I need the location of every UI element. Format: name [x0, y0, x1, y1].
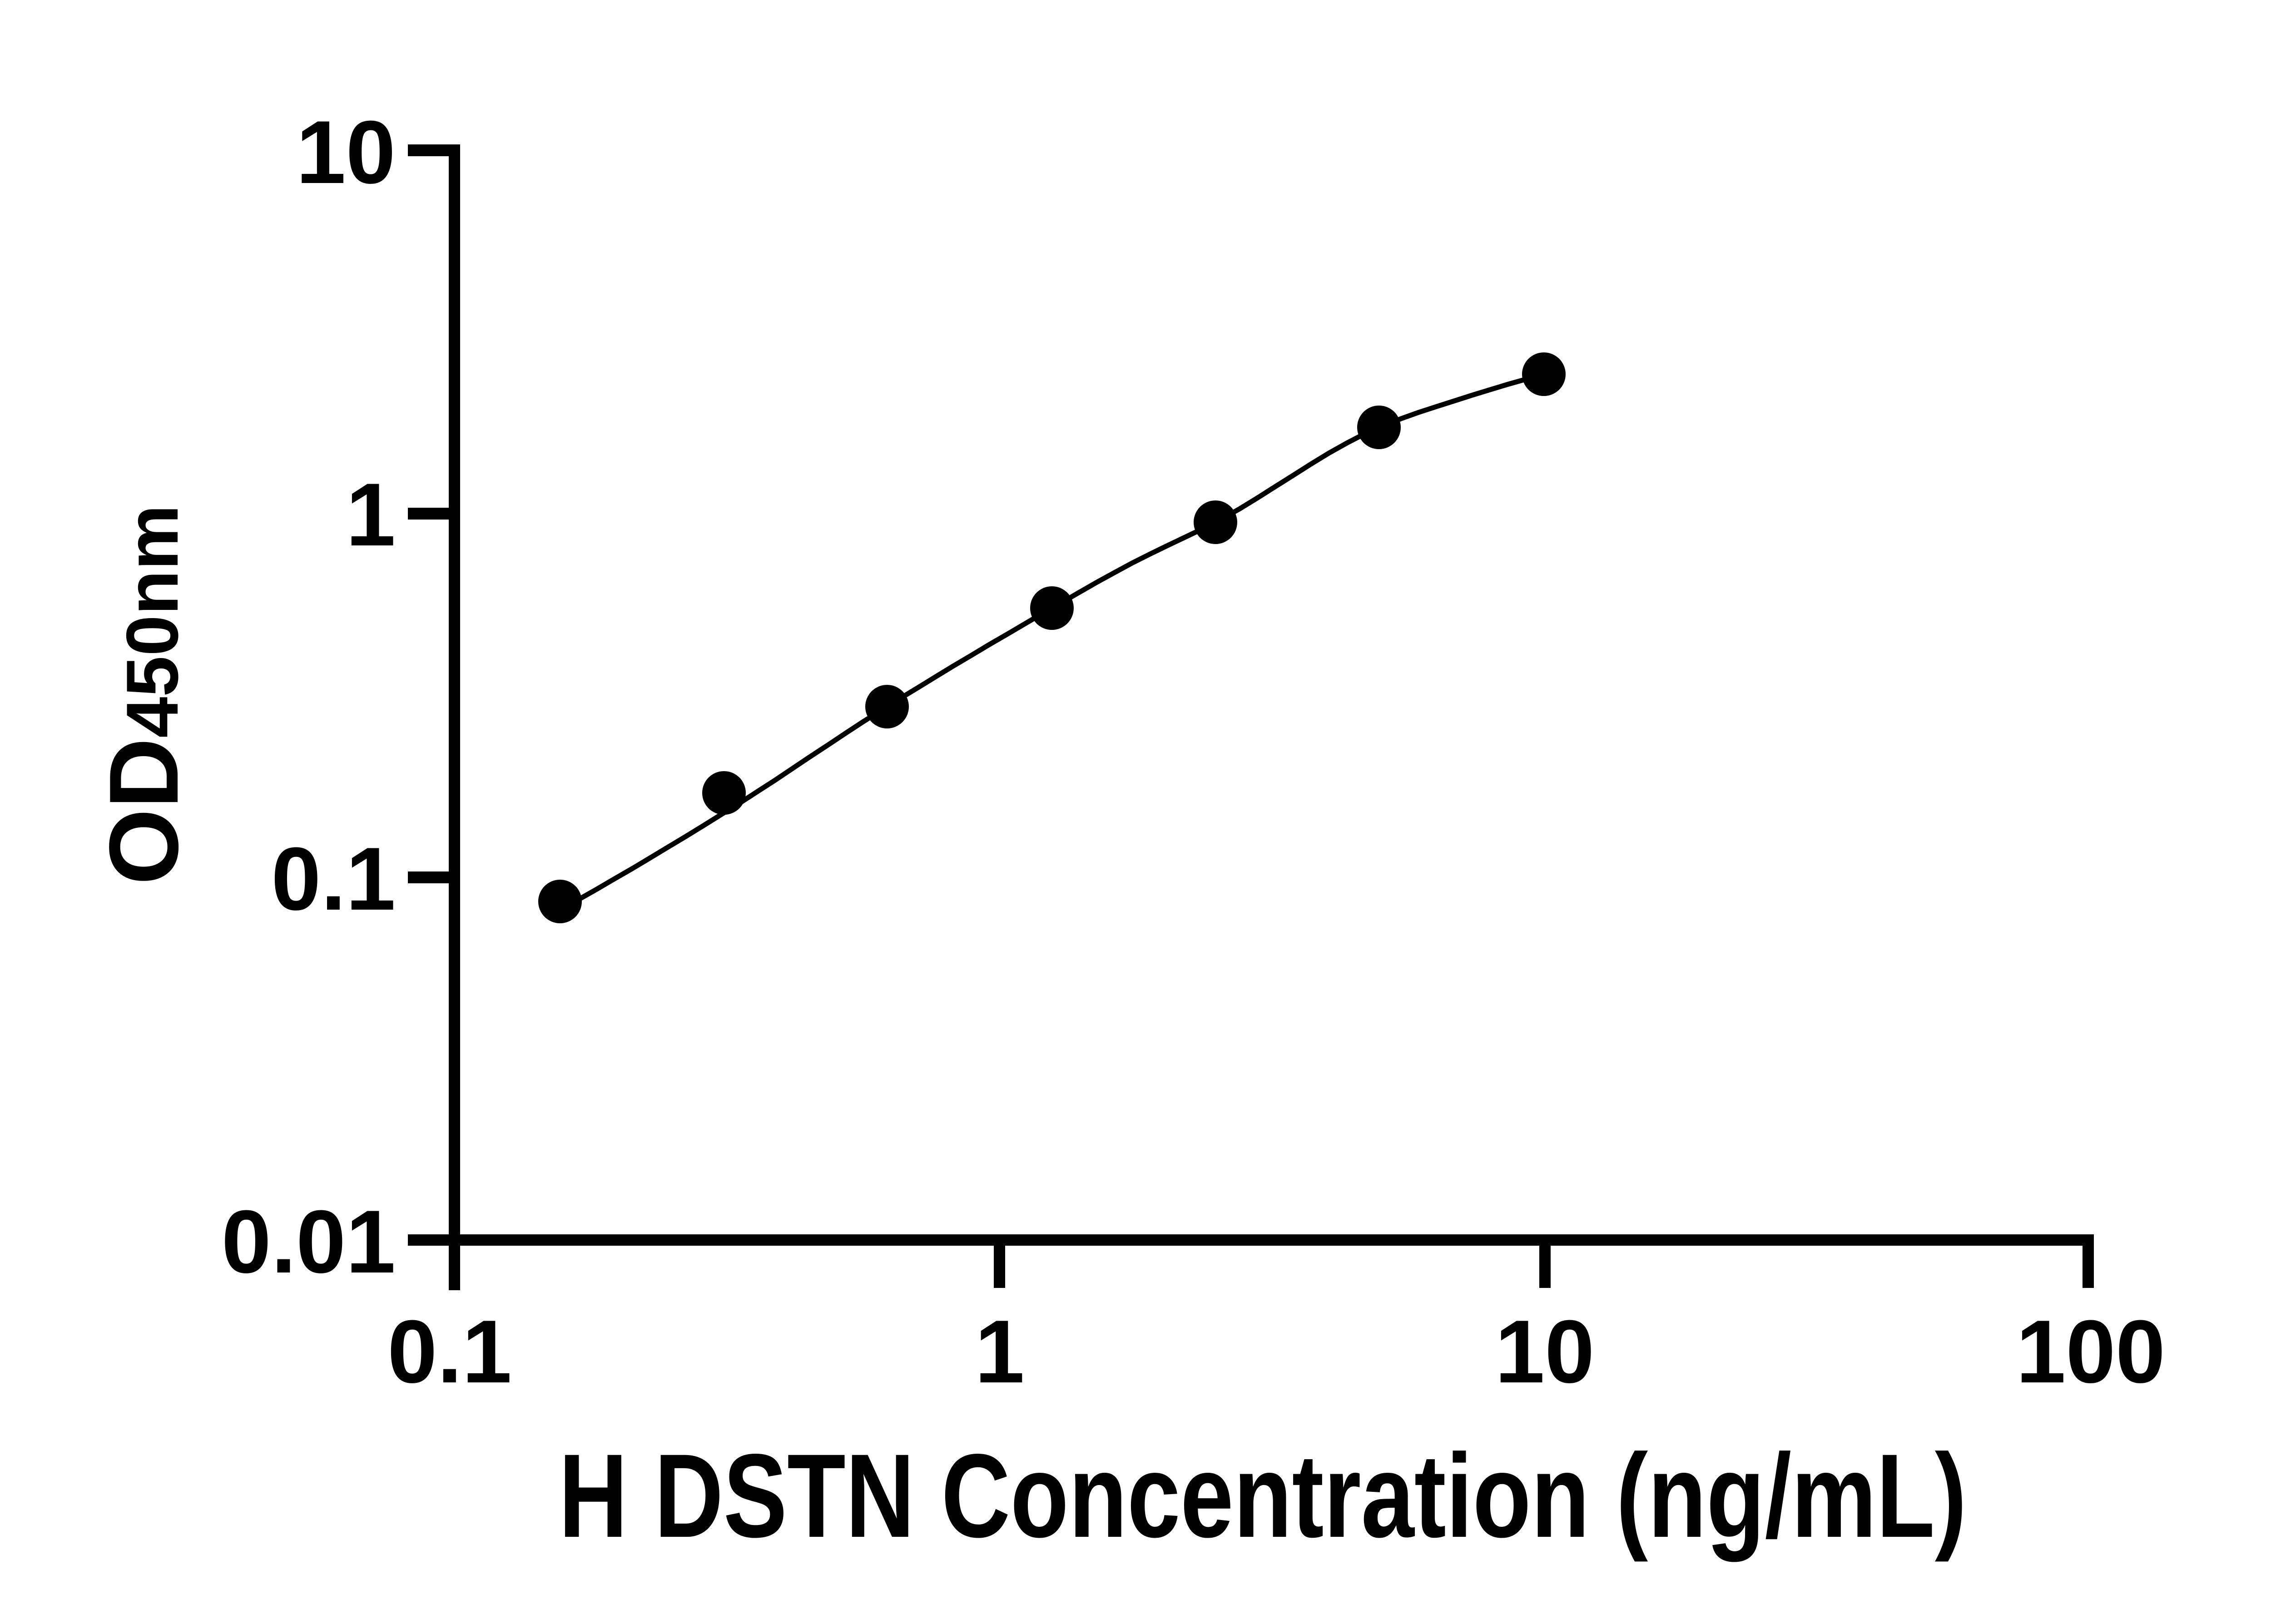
svg-text:10: 10 [296, 102, 396, 202]
svg-text:OD450nm: OD450nm [89, 505, 198, 885]
svg-text:0.1: 0.1 [271, 829, 396, 929]
svg-text:H DSTN Concentration (ng/mL): H DSTN Concentration (ng/mL) [559, 1429, 1967, 1563]
svg-text:10: 10 [1495, 1302, 1594, 1401]
svg-text:0.01: 0.01 [222, 1192, 396, 1292]
svg-text:100: 100 [2016, 1302, 2166, 1401]
svg-text:0.1: 0.1 [387, 1302, 512, 1401]
svg-text:1: 1 [975, 1302, 1025, 1401]
svg-text:1: 1 [346, 465, 396, 564]
